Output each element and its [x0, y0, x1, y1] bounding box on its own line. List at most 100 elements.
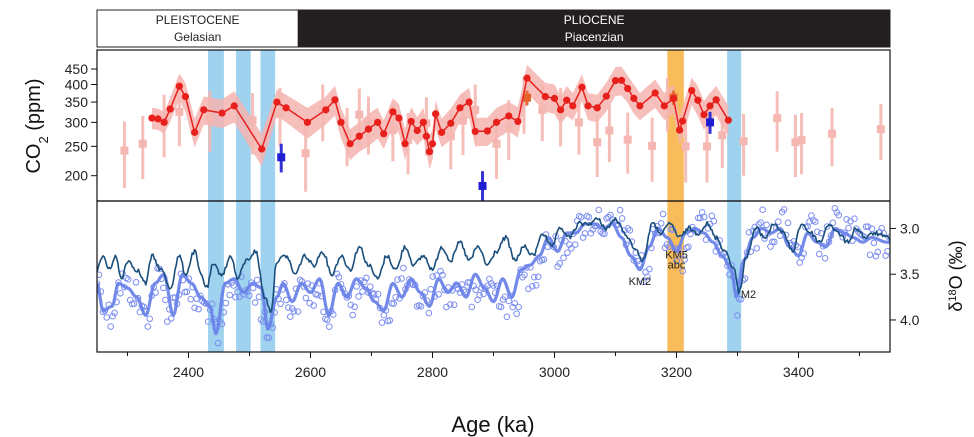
co2-point: [282, 104, 290, 112]
co2-point: [258, 145, 266, 153]
d18o-scatter-point: [472, 286, 479, 294]
d18o-scatter-point: [214, 339, 222, 347]
d18o-scatter-point: [130, 300, 138, 307]
co2-point: [456, 104, 464, 112]
d18o-scatter-point: [398, 275, 405, 282]
d18o-scatter-point: [579, 234, 587, 241]
co2-square-point: [276, 109, 284, 118]
event-label: KM2: [629, 276, 652, 288]
d18o-scatter-point: [753, 244, 761, 252]
d18o-scatter-point: [829, 219, 837, 227]
d18o-scatter-point: [468, 303, 476, 311]
co2-square-point: [138, 139, 147, 148]
d18o-scatter-point: [511, 299, 519, 307]
co2-point: [618, 76, 626, 84]
co2-point: [230, 102, 238, 110]
co2-point: [675, 126, 684, 134]
epoch-block: [297, 9, 891, 48]
d18o-scatter-point: [870, 239, 878, 247]
co2-point: [611, 77, 620, 85]
d18o-scatter-point: [304, 280, 312, 287]
d18o-scatter-point: [761, 235, 768, 242]
d18o-scatter-point: [353, 283, 360, 290]
co2-tick-label: 300: [65, 114, 89, 130]
d18o-scatter-point: [774, 218, 782, 226]
co2-square-point: [538, 105, 547, 114]
d18o-scatter-point: [685, 243, 692, 251]
d18o-scatter-point: [771, 238, 778, 246]
d18o-scatter-point: [663, 241, 671, 248]
d18o-scatter-point: [497, 303, 505, 311]
d18o-scatter-point: [556, 260, 563, 267]
co2-title-sub: 2: [36, 136, 51, 143]
d18o-scatter-point: [111, 309, 118, 317]
d18o-scatter-point: [277, 300, 284, 308]
co2-square-point: [205, 114, 214, 123]
co2-tick-label: 250: [65, 138, 89, 154]
d18o-scatter-point: [390, 300, 398, 308]
co2-point: [471, 127, 479, 136]
d18o-scatter-point: [400, 264, 407, 272]
co2-square-point: [605, 126, 614, 135]
d18o-scatter-point: [821, 255, 829, 262]
co2-square-point: [797, 136, 806, 145]
co2-point: [331, 96, 339, 104]
co2-square-point: [556, 109, 565, 118]
co2-point: [688, 86, 696, 95]
d18o-scatter-point: [343, 294, 351, 301]
d18o-scatter-point: [208, 300, 216, 308]
d18o-tick-label: 4.0: [900, 312, 920, 328]
d18o-scatter-point: [528, 283, 536, 290]
co2-square-point: [175, 107, 184, 116]
co2-square-point: [773, 114, 782, 123]
d18o-scatter-point: [862, 223, 870, 230]
d18o-scatter-point: [284, 304, 292, 311]
d18o-scatter-point: [737, 296, 745, 303]
co2-point: [422, 132, 430, 140]
d18o-scatter-point: [195, 305, 202, 313]
d18o-scatter-point: [363, 274, 370, 282]
co2-point: [273, 98, 281, 106]
d18o-scatter-point: [255, 293, 263, 301]
d18o-scatter-point: [253, 276, 261, 284]
d18o-scatter-point: [425, 309, 433, 317]
d18o-scatter-point: [571, 241, 579, 248]
co2-point: [200, 106, 208, 114]
co2-point: [191, 128, 199, 136]
d18o-scatter-point: [447, 301, 454, 308]
co2-square-point: [574, 118, 583, 127]
d18o-scatter-point: [488, 280, 495, 287]
co2-square-point: [681, 142, 690, 151]
co2-title-part: (ppm): [23, 78, 45, 136]
co2-point: [602, 92, 610, 100]
d18o-scatter-point: [286, 313, 294, 321]
co2-point: [175, 82, 183, 90]
co2-square-point: [446, 132, 455, 141]
d18o-scatter-point: [109, 312, 116, 320]
d18o-scatter-point: [503, 313, 511, 321]
d18o-scatter-point: [845, 224, 852, 232]
d18o-scatter-point: [815, 250, 823, 258]
d18o-scatter-point: [677, 250, 684, 258]
co2-point: [413, 126, 421, 135]
d18o-tick-label: 3.5: [900, 266, 920, 282]
d18o-scatter-point: [230, 282, 237, 289]
co2-tick-label: 400: [65, 77, 89, 93]
co2-square-point: [404, 136, 413, 145]
co2-point: [407, 117, 415, 126]
co2-tick-label: 350: [65, 94, 89, 110]
d18o-scatter-point: [226, 291, 234, 299]
co2-point: [389, 108, 397, 116]
co2-title-text: CO2 (ppm): [23, 78, 51, 173]
d18o-scatter-point: [585, 213, 593, 221]
d18o-scatter-point: [784, 219, 792, 227]
d18o-scatter-point: [126, 296, 134, 304]
d18o-scatter-point: [265, 334, 273, 342]
d18o-scatter-point: [868, 225, 876, 233]
d18o-scatter-point: [163, 318, 171, 325]
co2-square-point: [703, 142, 711, 151]
co2-point: [322, 106, 330, 114]
x-axis-title: Age (ka): [451, 412, 534, 437]
co2-point: [660, 102, 668, 110]
